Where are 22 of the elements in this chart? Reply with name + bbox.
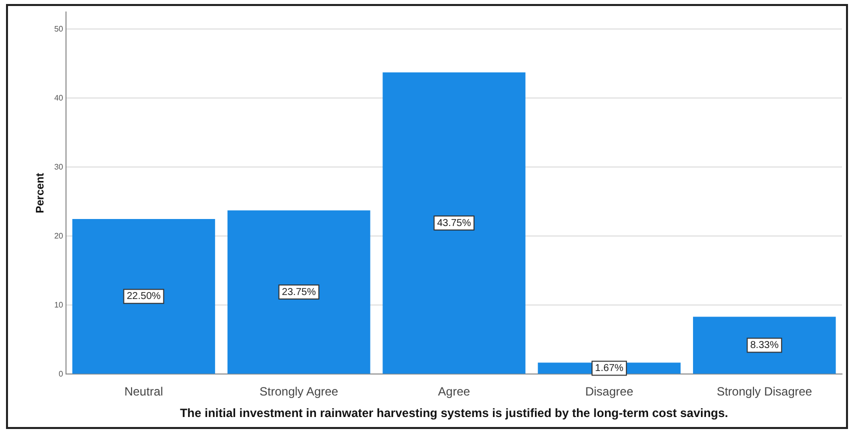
data-label: 43.75% [437,218,472,229]
x-tick-label: Neutral [124,384,164,399]
bar [72,218,216,374]
y-tick-label: 30 [54,162,64,172]
x-tick-label: Strongly Disagree [716,384,812,399]
x-tick-label: Strongly Agree [260,384,339,399]
bar [382,72,526,374]
y-tick-label: 40 [54,93,64,102]
data-label: 23.75% [282,286,316,298]
bar [693,316,836,374]
x-tick-label: Agree [438,384,470,399]
bar [227,210,370,374]
y-axis-title: Percent [34,172,47,214]
y-tick-label: 20 [54,231,64,240]
y-tick-label: 50 [54,24,64,34]
y-tick-label: 0 [58,369,64,378]
x-tick-label: Disagree [585,384,634,399]
data-label: 22.50% [126,291,161,302]
x-axis-title: The initial investment in rainwater harvesting systems is justified by the long-term cost savings. [180,406,728,420]
data-label: 8.33% [750,340,779,351]
data-label: 1.67% [595,362,624,374]
y-tick-label: 10 [54,300,64,310]
